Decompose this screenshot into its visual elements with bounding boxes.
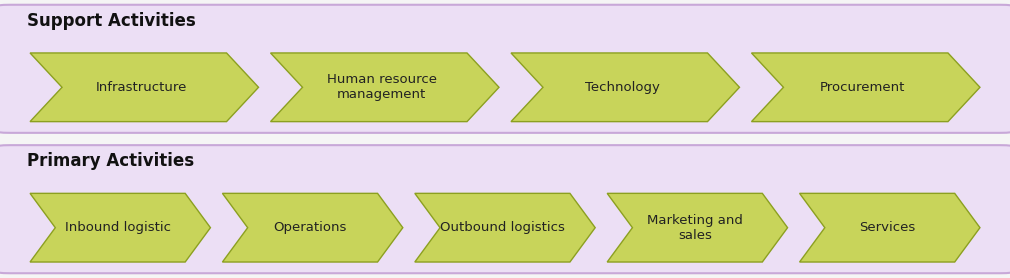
Polygon shape — [607, 193, 788, 262]
Text: Infrastructure: Infrastructure — [95, 81, 187, 94]
Text: Services: Services — [860, 221, 915, 234]
Text: Primary Activities: Primary Activities — [27, 152, 194, 170]
Text: Outbound logistics: Outbound logistics — [440, 221, 565, 234]
Text: Procurement: Procurement — [820, 81, 905, 94]
Text: Technology: Technology — [585, 81, 660, 94]
Polygon shape — [751, 53, 980, 122]
Polygon shape — [415, 193, 595, 262]
Polygon shape — [800, 193, 980, 262]
Text: Human resource
management: Human resource management — [326, 73, 436, 101]
Text: Support Activities: Support Activities — [27, 12, 196, 30]
Polygon shape — [511, 53, 739, 122]
Polygon shape — [30, 53, 259, 122]
FancyBboxPatch shape — [0, 145, 1010, 273]
Text: Marketing and
sales: Marketing and sales — [647, 214, 742, 242]
Text: Operations: Operations — [274, 221, 346, 234]
Polygon shape — [30, 193, 210, 262]
Text: Inbound logistic: Inbound logistic — [65, 221, 171, 234]
Polygon shape — [222, 193, 403, 262]
FancyBboxPatch shape — [0, 5, 1010, 133]
Polygon shape — [271, 53, 499, 122]
